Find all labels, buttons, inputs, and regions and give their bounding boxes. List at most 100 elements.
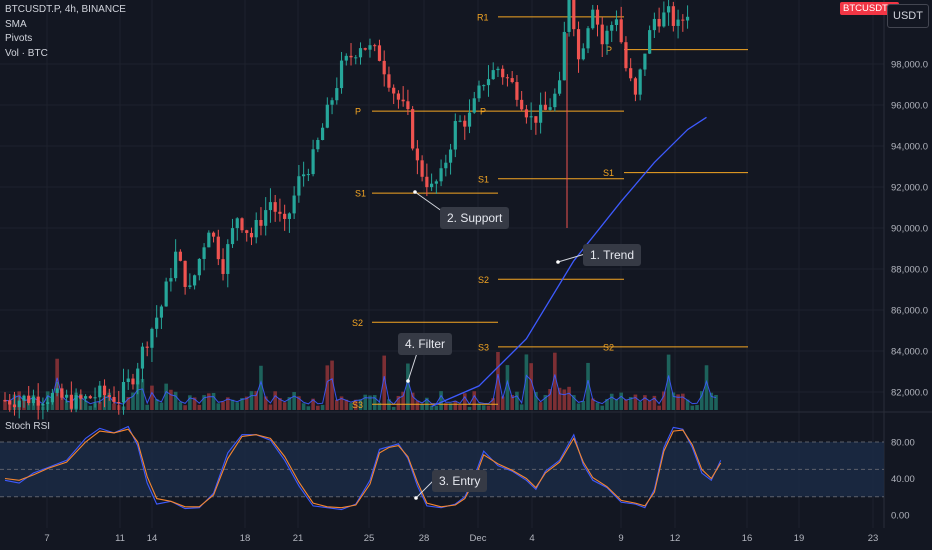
volume-bar-120 xyxy=(572,395,576,410)
pivot-label-2: S2 xyxy=(352,318,363,328)
candle-body-67 xyxy=(320,127,325,141)
volume-bar-69 xyxy=(330,360,334,410)
volume-bar-32 xyxy=(154,399,159,410)
candle-body-100 xyxy=(477,85,481,99)
volume-bar-119 xyxy=(567,386,571,410)
volume-bar-105 xyxy=(500,396,505,410)
indicator-volume[interactable]: Vol · BTC xyxy=(5,47,48,59)
candle-body-5 xyxy=(27,395,31,404)
volume-bar-39 xyxy=(188,395,192,410)
time-tick-4: 21 xyxy=(293,533,304,544)
candle-body-101 xyxy=(482,85,486,87)
candle-body-91 xyxy=(434,181,438,184)
pivot-label-10: S1 xyxy=(603,168,614,178)
currency-selector[interactable]: USDT xyxy=(887,4,929,28)
candle-body-65 xyxy=(311,149,315,175)
candle-body-0 xyxy=(3,400,7,402)
volume-bar-28 xyxy=(135,380,140,410)
candle-body-11 xyxy=(55,388,59,393)
candle-body-10 xyxy=(50,392,54,403)
volume-bar-17 xyxy=(83,400,88,410)
candle-body-105 xyxy=(501,68,505,78)
time-tick-11: 16 xyxy=(742,533,753,544)
volume-bar-52 xyxy=(249,391,254,410)
callout-support: 2. Support xyxy=(440,207,510,229)
volume-bar-117 xyxy=(557,387,562,410)
volume-bar-75 xyxy=(358,399,363,410)
volume-bar-122 xyxy=(581,400,586,410)
candle-body-89 xyxy=(425,176,429,188)
candle-body-44 xyxy=(211,232,216,237)
volume-bar-13 xyxy=(64,400,69,410)
candle-body-122 xyxy=(581,48,585,60)
candle-body-12 xyxy=(60,388,64,398)
volume-bar-66 xyxy=(316,405,320,410)
connector-dot-1 xyxy=(556,260,560,264)
candle-body-124 xyxy=(591,9,595,29)
volume-bar-20 xyxy=(98,401,102,410)
candle-body-68 xyxy=(325,104,329,128)
candle-body-22 xyxy=(107,395,111,398)
candle-body-2 xyxy=(12,404,17,408)
candle-body-36 xyxy=(174,251,178,279)
candle-body-50 xyxy=(240,218,244,231)
candle-body-6 xyxy=(31,396,36,404)
candle-body-131 xyxy=(624,42,628,69)
callout-trend: 1. Trend xyxy=(583,244,642,266)
candle-body-41 xyxy=(197,258,201,276)
candle-body-3 xyxy=(17,400,21,408)
volume-bar-78 xyxy=(372,395,377,410)
candle-body-70 xyxy=(335,88,339,101)
stoch-rsi-title[interactable]: Stoch RSI xyxy=(5,421,51,432)
candle-body-99 xyxy=(472,98,476,113)
volume-bar-42 xyxy=(202,395,206,410)
volume-bar-134 xyxy=(638,401,642,410)
candle-body-18 xyxy=(88,396,92,399)
volume-bar-132 xyxy=(628,396,633,410)
volume-bar-49 xyxy=(235,402,240,410)
time-tick-2: 14 xyxy=(147,533,158,544)
volume-bar-135 xyxy=(643,395,647,410)
volume-bar-111 xyxy=(529,363,533,410)
stoch-k-line xyxy=(4,425,722,511)
volume-bar-72 xyxy=(344,399,349,410)
volume-bar-64 xyxy=(306,406,311,410)
volume-bar-0 xyxy=(3,399,7,410)
volume-bar-128 xyxy=(609,393,614,410)
symbol-title[interactable]: BTCUSDT.P, 4h, BINANCE xyxy=(5,4,126,15)
volume-bar-131 xyxy=(624,399,628,410)
candle-body-28 xyxy=(136,368,140,385)
volume-bar-85 xyxy=(406,363,410,410)
volume-bar-121 xyxy=(576,403,581,410)
volume-bar-46 xyxy=(221,401,225,410)
indicator-sma[interactable]: SMA xyxy=(5,18,27,30)
candle-body-81 xyxy=(387,74,391,88)
price-tick-0: 82,000.0 xyxy=(891,388,928,399)
candle-body-4 xyxy=(22,395,26,401)
connector-dot-0 xyxy=(413,190,417,194)
candle-body-52 xyxy=(249,232,254,238)
candle-body-92 xyxy=(439,168,443,182)
indicator-pivots[interactable]: Pivots xyxy=(5,33,33,44)
volume-bar-41 xyxy=(197,404,202,410)
stoch-d-line xyxy=(4,428,722,509)
candle-body-13 xyxy=(65,394,69,398)
candle-body-79 xyxy=(377,45,382,61)
candle-body-31 xyxy=(150,328,154,348)
volume-bar-108 xyxy=(515,391,519,410)
candle-body-87 xyxy=(415,148,419,161)
candlesticks[interactable] xyxy=(3,0,690,420)
pivot-label-7: S3 xyxy=(478,342,489,352)
callout-filter: 4. Filter xyxy=(398,333,453,355)
volume-bar-47 xyxy=(225,397,230,410)
candle-body-127 xyxy=(605,30,609,45)
volume-bar-94 xyxy=(448,403,453,410)
candle-body-128 xyxy=(610,25,614,31)
symbol-price-badge: BTCUSDT.P xyxy=(840,2,899,15)
candle-body-33 xyxy=(159,306,164,318)
candle-body-63 xyxy=(302,174,306,177)
candle-body-98 xyxy=(467,112,472,127)
candle-body-144 xyxy=(685,16,690,21)
candle-body-25 xyxy=(121,381,126,403)
